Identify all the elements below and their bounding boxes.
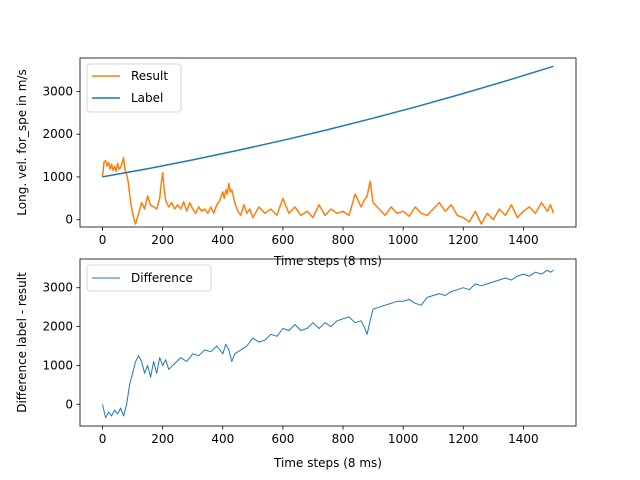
series-label-line — [102, 65, 554, 178]
x-tick-label: 1200 — [448, 432, 479, 446]
y-tick-label: 3000 — [42, 84, 73, 98]
bottom-chart-x-ticks: 0 200 400 600 800 1000 1200 1400 — [99, 426, 539, 446]
series-result-line — [101, 156, 555, 225]
series-difference-line — [102, 269, 554, 419]
top-chart-x-ticks: 0 200 400 600 800 1000 1200 1400 — [99, 227, 539, 247]
x-tick-label: 1200 — [448, 233, 479, 247]
y-tick-label: 2000 — [42, 320, 73, 334]
y-tick-label: 2000 — [42, 127, 73, 141]
x-tick-label: 400 — [211, 432, 234, 446]
top-chart-ylabel: Long. vel. for_spe in m/s — [15, 69, 29, 215]
top-chart: 0 200 400 600 800 1000 1200 1400 0100020003000 … — [15, 57, 577, 268]
bottom-chart-series — [102, 269, 554, 419]
bottom-chart-y-ticks: 0 1000 2000 3000 — [42, 281, 80, 411]
x-tick-label: 1400 — [508, 432, 539, 446]
bottom-chart-xlabel: Time steps (8 ms) — [273, 456, 382, 470]
top-chart-legend: Result Label — [86, 63, 182, 113]
bottom-chart-ylabel: Difference label - result — [15, 272, 29, 413]
top-chart-xlabel: Time steps (8 ms) — [273, 254, 382, 268]
x-tick-label: 200 — [151, 432, 174, 446]
x-tick-label: 0 — [99, 233, 107, 247]
bottom-chart-legend: Difference — [86, 264, 212, 292]
y-tick-label: 0 — [65, 213, 73, 227]
x-tick-label: 1400 — [508, 233, 539, 247]
y-tick-label: 0 — [65, 397, 73, 411]
x-tick-label: 200 — [151, 233, 174, 247]
top-chart-frame — [79, 57, 577, 228]
x-tick-label: 600 — [271, 432, 294, 446]
y-tick-label: 1000 — [42, 170, 73, 184]
bottom-chart-legend-box — [86, 264, 212, 292]
bottom-chart-frame — [79, 258, 577, 427]
x-tick-label: 400 — [211, 233, 234, 247]
legend-result-label: Result — [131, 69, 168, 83]
top-chart-series — [101, 65, 555, 225]
legend-label-label: Label — [131, 91, 163, 105]
x-tick-label: 1000 — [388, 233, 419, 247]
x-tick-label: 800 — [332, 432, 355, 446]
legend-difference-label: Difference — [131, 271, 193, 285]
top-chart-y-ticks: 0 1000 2000 3000 — [42, 84, 80, 227]
x-tick-label: 1000 — [388, 432, 419, 446]
y-tick-label: 1000 — [42, 358, 73, 372]
x-tick-label: 0 — [99, 432, 107, 446]
x-tick-label: 600 — [271, 233, 294, 247]
x-tick-label: 800 — [332, 233, 355, 247]
y-tick-label: 3000 — [42, 281, 73, 295]
bottom-chart: 0 200 400 600 800 1000 1200 1400 0100020003000 … — [15, 258, 577, 470]
